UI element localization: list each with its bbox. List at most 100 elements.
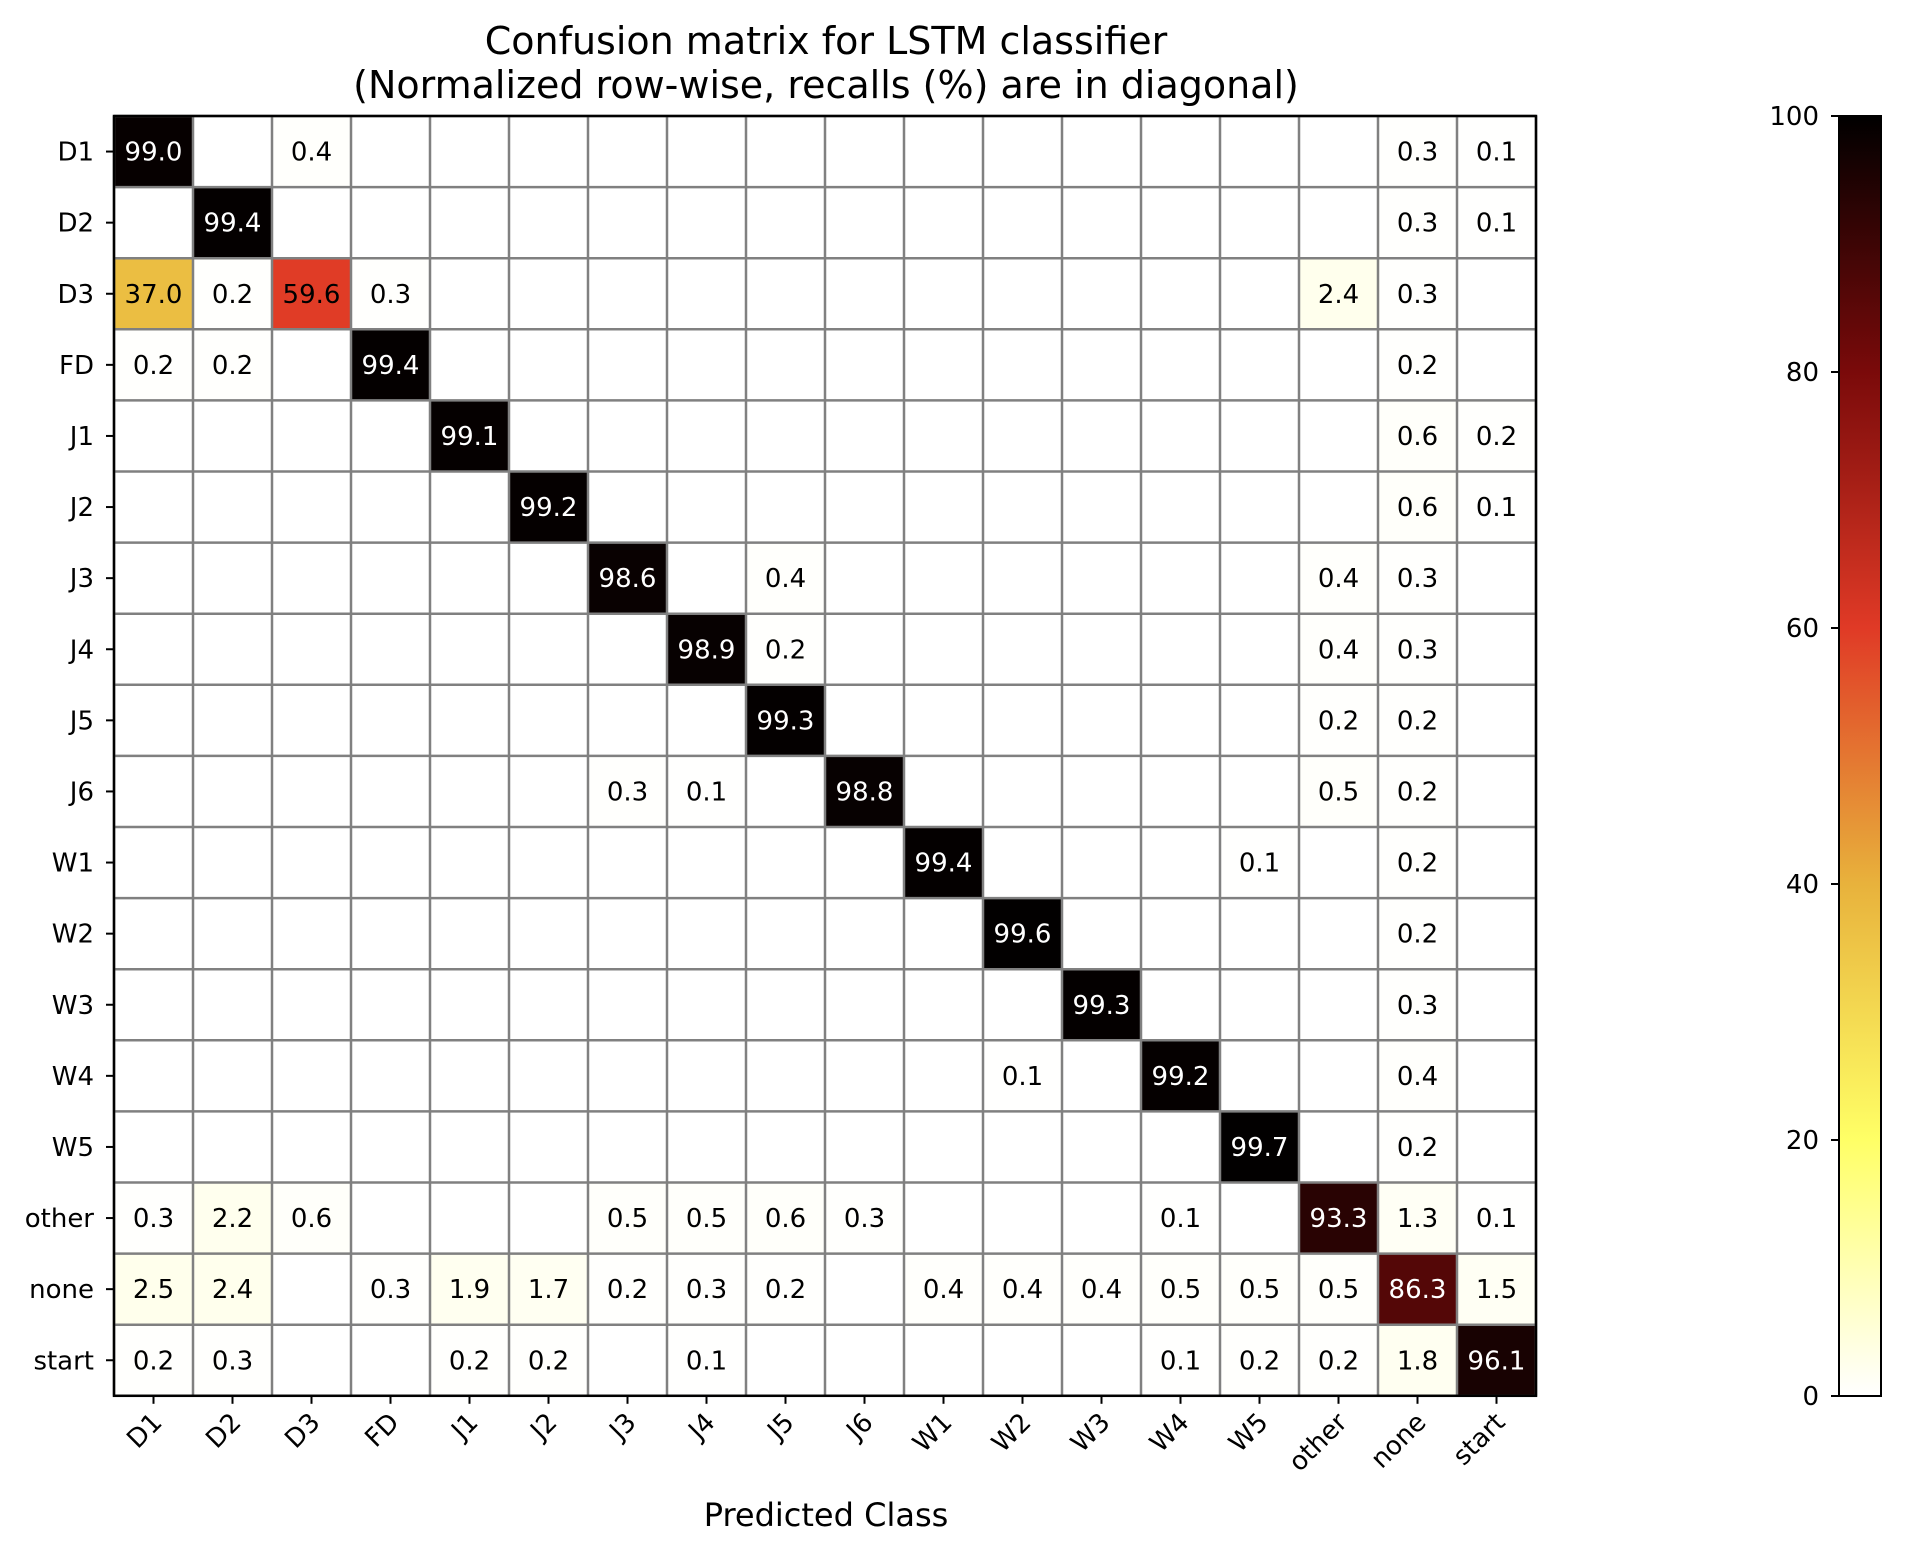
matrix-cell [351,613,430,685]
matrix-cell [193,684,272,756]
cell-value-labels: 99.0 0.4 0.3 0.1 99.4 0.3 0.1 37.0 0.2 59.6 0.3 2.4… [125,138,1526,1377]
cell-value-label: 2.5 [133,1275,174,1305]
matrix-cell [983,827,1062,899]
matrix-cell [1141,1253,1220,1325]
cell-value-label: 0.1 [1476,493,1517,523]
matrix-cell [1378,1111,1457,1183]
matrix-cell [272,827,351,899]
cell-value-label: 0.2 [765,1275,806,1305]
cell-value-label: 99.4 [362,351,420,381]
matrix-cell [1378,329,1457,401]
cell-value-label: 0.2 [1318,706,1359,736]
matrix-cell [1220,969,1299,1041]
colorbar-tick-label: 0 [1802,1382,1819,1412]
matrix-cell [667,542,746,614]
cell-value-label: 0.3 [370,1275,411,1305]
cell-value-label: 0.6 [1397,493,1438,523]
matrix-cell [1299,1182,1378,1254]
matrix-cell [1457,969,1536,1041]
matrix-cell [272,471,351,543]
matrix-cell [1457,187,1536,259]
matrix-cell [746,1253,825,1325]
cell-value-label: 0.1 [686,1346,727,1376]
cell-value-label: 98.9 [678,635,736,665]
cell-value-label: 0.2 [528,1346,569,1376]
colorbar-tick-label: 20 [1786,1126,1819,1156]
matrix-cell [509,755,588,827]
matrix-cell [904,400,983,472]
cell-value-label: 99.0 [125,138,183,168]
matrix-cell [667,827,746,899]
cell-value-label: 0.3 [844,1204,885,1234]
matrix-cell [1141,187,1220,259]
cell-value-label: 0.2 [1397,1133,1438,1163]
matrix-cell [667,116,746,188]
matrix-cell [825,471,904,543]
colorbar-tick-label: 100 [1769,102,1819,132]
cell-value-label: 1.3 [1397,1204,1438,1234]
cell-value-label: 0.2 [1397,849,1438,879]
matrix-cell [667,613,746,685]
matrix-cell [825,969,904,1041]
matrix-cell [904,1253,983,1325]
matrix-cell [667,755,746,827]
matrix-cell [1378,898,1457,970]
matrix-cell [509,1040,588,1112]
matrix-cell [114,1253,193,1325]
matrix-cell [667,187,746,259]
matrix-cell [1378,969,1457,1041]
matrix-cells [114,116,1536,1396]
matrix-cell [1062,116,1141,188]
cell-value-label: 93.3 [1310,1204,1368,1234]
matrix-cell [1141,116,1220,188]
row-tick-labels: D1 D2 D3 FD J1 J2 J3 J4 J5 J6 W1 W2 W3 W4 W5 other none s… [25,138,114,1376]
colorbar-ticks: 0 20 40 60 80 100 [1769,102,1839,1412]
matrix-cell [114,542,193,614]
row-tick-label: J4 [68,635,94,665]
matrix-cell [509,684,588,756]
matrix-cell [272,400,351,472]
matrix-cell [1457,258,1536,330]
cell-value-label: 0.4 [923,1275,964,1305]
matrix-cell [746,329,825,401]
matrix-cell [1457,1253,1536,1325]
matrix-cell [825,542,904,614]
matrix-cell [509,187,588,259]
matrix-cell [1457,613,1536,685]
matrix-cell [114,400,193,472]
matrix-cell [1141,898,1220,970]
matrix-cell [983,1324,1062,1396]
matrix-cell [430,1040,509,1112]
matrix-cell [272,613,351,685]
matrix-cell [1062,329,1141,401]
matrix-cell [1378,755,1457,827]
matrix-cell [825,187,904,259]
cell-value-label: 0.2 [133,351,174,381]
matrix-cell [509,613,588,685]
matrix-cell [509,258,588,330]
cell-value-label: 0.1 [1160,1204,1201,1234]
matrix-cell [1220,1324,1299,1396]
matrix-cell [904,684,983,756]
matrix-cell [1378,116,1457,188]
matrix-cell [430,969,509,1041]
matrix-cell [1378,400,1457,472]
matrix-cell [1457,684,1536,756]
matrix-cell [983,471,1062,543]
matrix-cell [1299,1111,1378,1183]
matrix-cell [667,1040,746,1112]
matrix-cell [430,400,509,472]
row-tick-label: W1 [52,849,94,879]
matrix-cell [667,684,746,756]
matrix-cell [1220,684,1299,756]
matrix-cell [588,471,667,543]
matrix-cell [1220,1111,1299,1183]
matrix-cell [1299,898,1378,970]
matrix-cell [588,755,667,827]
matrix-cell [825,1253,904,1325]
row-tick-label: D3 [57,280,94,310]
matrix-cell [351,258,430,330]
matrix-cell [114,471,193,543]
cell-value-label: 0.6 [291,1204,332,1234]
matrix-cell [1141,1040,1220,1112]
